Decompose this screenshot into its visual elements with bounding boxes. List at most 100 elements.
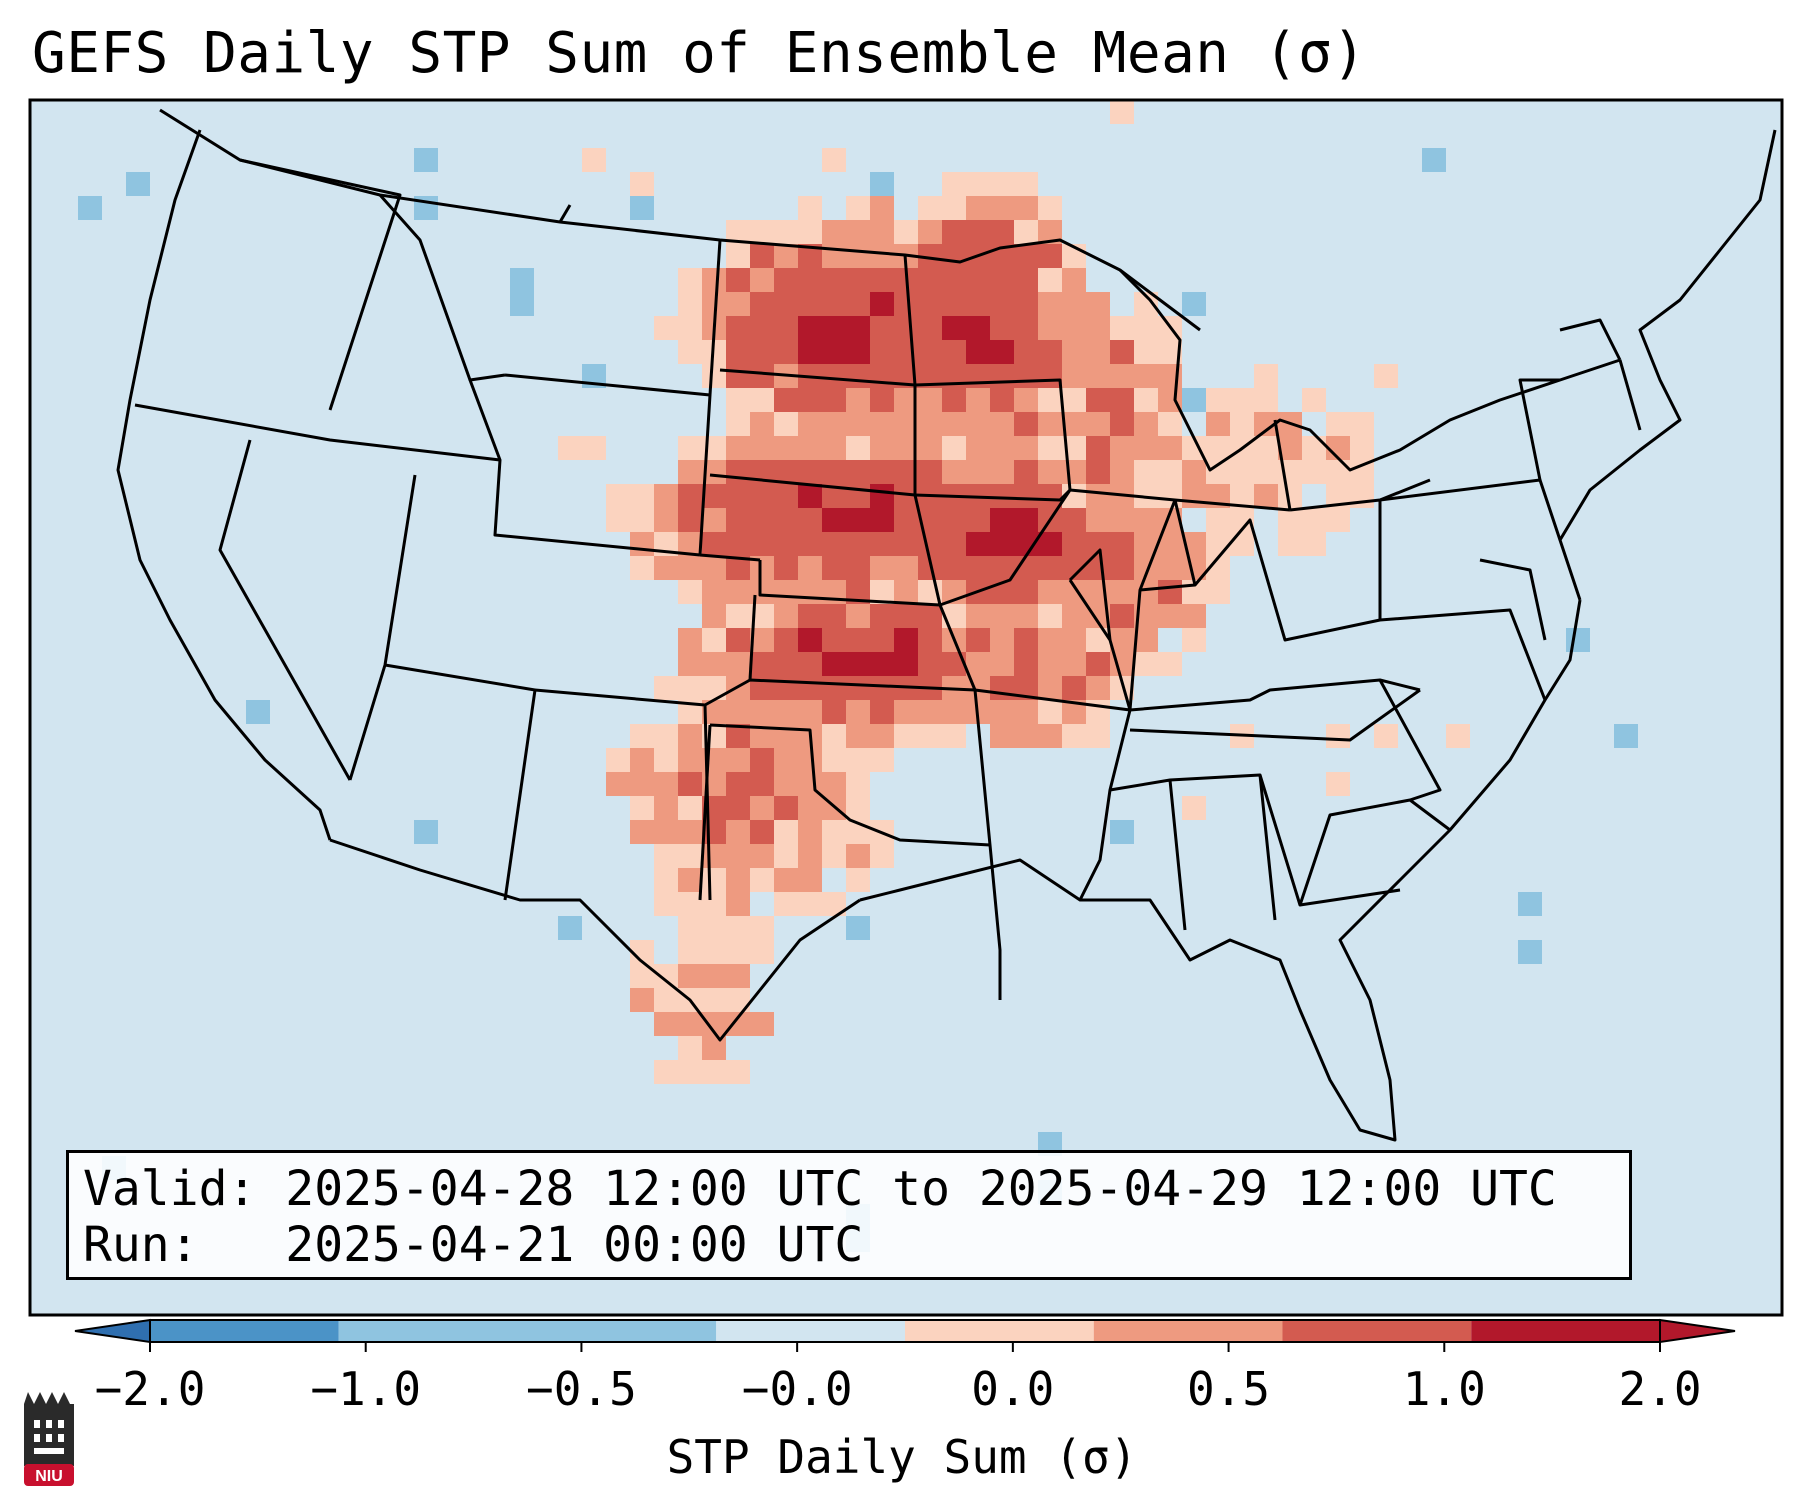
stp-cell	[966, 268, 990, 292]
stp-cell	[630, 508, 654, 532]
stp-cell	[990, 700, 1014, 724]
stp-cell	[1302, 508, 1326, 532]
stp-cell	[606, 748, 630, 772]
stp-cell	[774, 628, 798, 652]
colorbar-segment	[1093, 1320, 1283, 1342]
stp-cell	[1206, 388, 1230, 412]
stp-cell	[654, 820, 678, 844]
stp-cell	[1110, 628, 1134, 652]
stp-cell	[654, 892, 678, 916]
stp-cell	[1014, 244, 1038, 268]
stp-cell	[846, 340, 870, 364]
stp-cell	[1110, 100, 1134, 124]
stp-cell	[966, 532, 990, 556]
stp-cell	[678, 1060, 702, 1084]
stp-cell	[1086, 460, 1110, 484]
stp-cell	[846, 604, 870, 628]
stp-cell	[870, 292, 894, 316]
stp-cell	[1110, 460, 1134, 484]
stp-cell	[726, 916, 750, 940]
run-label: Run:	[83, 1217, 199, 1273]
stp-cell	[918, 460, 942, 484]
stp-cell	[1014, 508, 1038, 532]
stp-cell	[1422, 148, 1446, 172]
stp-cell	[846, 244, 870, 268]
stp-cell	[726, 436, 750, 460]
stp-cell	[702, 892, 726, 916]
stp-cell	[1134, 580, 1158, 604]
stp-cell	[966, 436, 990, 460]
stp-cell	[678, 772, 702, 796]
stp-cell	[1158, 436, 1182, 460]
stp-cell	[870, 460, 894, 484]
stp-cell	[822, 220, 846, 244]
niu-logo: NIU	[24, 1392, 74, 1486]
stp-cell	[678, 1012, 702, 1036]
stp-cell	[702, 652, 726, 676]
stp-cell	[750, 700, 774, 724]
stp-cell	[822, 460, 846, 484]
stp-cell	[846, 196, 870, 220]
stp-cell	[654, 772, 678, 796]
stp-cell	[1134, 436, 1158, 460]
stp-cell	[966, 220, 990, 244]
stp-cell	[942, 268, 966, 292]
stp-cell	[894, 556, 918, 580]
stp-cell	[702, 868, 726, 892]
stp-cell	[654, 988, 678, 1012]
stp-cell	[1062, 628, 1086, 652]
stp-cell	[1038, 604, 1062, 628]
stp-cell	[798, 316, 822, 340]
stp-cell	[1086, 628, 1110, 652]
stp-cell	[750, 244, 774, 268]
stp-cell	[1278, 532, 1302, 556]
colorbar-extend-high	[1659, 1318, 1736, 1344]
svg-text:NIU: NIU	[35, 1468, 63, 1485]
stp-cell	[654, 796, 678, 820]
stp-cell	[1302, 460, 1326, 484]
stp-cell	[1038, 436, 1062, 460]
stp-cell	[702, 364, 726, 388]
stp-cell	[798, 412, 822, 436]
stp-cell	[1110, 412, 1134, 436]
stp-cell	[1446, 724, 1470, 748]
stp-cell	[1230, 388, 1254, 412]
stp-cell	[870, 172, 894, 196]
stp-cell	[918, 652, 942, 676]
colorbar-tick-label: −0.0	[741, 1362, 853, 1416]
stp-cell	[846, 412, 870, 436]
stp-cell	[1158, 412, 1182, 436]
stp-cell	[510, 292, 534, 316]
colorbar-segment	[1282, 1320, 1472, 1342]
stp-cell	[870, 388, 894, 412]
stp-cell	[1182, 292, 1206, 316]
stp-cell	[990, 340, 1014, 364]
stp-cell	[822, 748, 846, 772]
stp-cell	[1110, 532, 1134, 556]
stp-cell	[870, 628, 894, 652]
colorbar-tick-label: 0.0	[971, 1362, 1055, 1416]
stp-cell	[870, 244, 894, 268]
stp-cell	[1038, 484, 1062, 508]
colorbar-tick-label: 1.0	[1402, 1362, 1486, 1416]
stp-cell	[1110, 436, 1134, 460]
stp-cell	[678, 268, 702, 292]
stp-cell	[1014, 436, 1038, 460]
stp-cell	[798, 292, 822, 316]
stp-cell	[990, 292, 1014, 316]
stp-cell	[774, 532, 798, 556]
colorbar-tick-label: 2.0	[1618, 1362, 1702, 1416]
colorbar-segment	[527, 1320, 717, 1342]
stp-cell	[870, 508, 894, 532]
stp-cell	[1110, 580, 1134, 604]
stp-cell	[894, 724, 918, 748]
stp-cell	[942, 508, 966, 532]
stp-cell	[894, 292, 918, 316]
stp-cell	[798, 892, 822, 916]
stp-cell	[702, 1036, 726, 1060]
stp-cell	[942, 340, 966, 364]
stp-cell	[822, 364, 846, 388]
stp-cell	[726, 364, 750, 388]
stp-cell	[1182, 796, 1206, 820]
stp-cell	[990, 676, 1014, 700]
